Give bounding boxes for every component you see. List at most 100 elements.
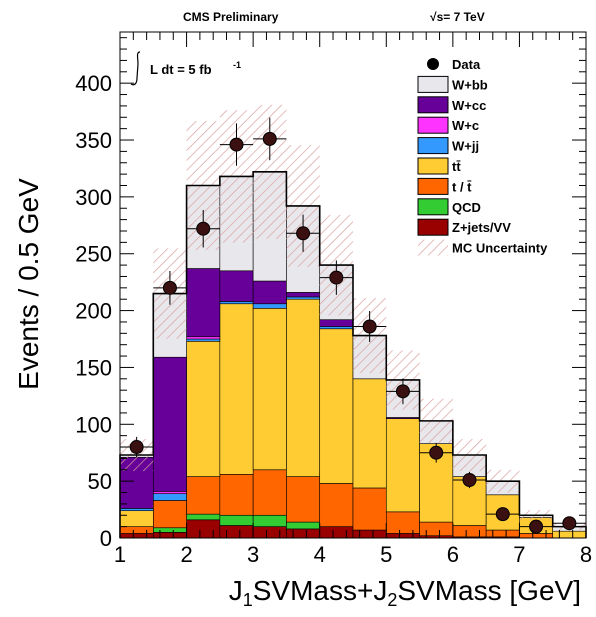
legend-entry-4: W+jj [417, 137, 479, 155]
data-point-3 [219, 123, 254, 166]
x-axis-title-sub-1: 1 [243, 590, 253, 610]
bar-2-2 [186, 476, 221, 515]
x-tick-label-5: 6 [447, 542, 459, 567]
bar-3-3 [219, 303, 254, 475]
data-point-10 [452, 471, 487, 489]
bar-0-8 [385, 533, 420, 539]
data-point-12 [519, 519, 553, 534]
header-sqrt-s: √s [430, 10, 444, 24]
bar-6-1 [152, 356, 187, 492]
bar-3-8 [385, 418, 420, 513]
lumi-superscript: -1 [233, 60, 241, 70]
bar-1-3 [219, 514, 254, 526]
legend-label-1: W+bb [452, 77, 488, 92]
x-tick-label-1: 2 [180, 542, 192, 567]
x-tick-label-3: 4 [314, 542, 326, 567]
bar-2-9 [419, 521, 454, 537]
bar-4-5 [286, 296, 321, 300]
bar-0-1 [152, 532, 187, 539]
integral-sign [130, 51, 141, 86]
x-tick-label-0: 1 [114, 542, 126, 567]
bar-4-6 [319, 326, 354, 330]
lumi-label: L dt = 5 fb -1 [130, 51, 241, 86]
bar-2-11 [485, 529, 520, 538]
bar-2-5 [286, 476, 321, 523]
x-axis-title-part-3: SVMass [GeV] [397, 575, 581, 606]
bar-2-3 [219, 474, 254, 516]
lumi-text: L dt = 5 fb [150, 62, 212, 77]
bar-3-5 [286, 298, 321, 477]
bar-4-2 [186, 338, 221, 342]
data-point-13 [552, 516, 586, 531]
bar-4-1 [152, 493, 187, 501]
bar-2-8 [385, 511, 420, 534]
bar-2-6 [319, 483, 354, 527]
header-energy-value: = 7 TeV [443, 10, 484, 24]
bar-0-0 [119, 533, 154, 539]
bar-2-12 [519, 533, 554, 539]
bar-2-7 [352, 487, 387, 531]
y-tick-label-8: 400 [75, 71, 112, 96]
data-points [120, 117, 586, 534]
legend-label-9: MC Uncertainty [452, 241, 548, 256]
legend-swatch-2 [417, 96, 449, 114]
data-point-4 [253, 117, 287, 161]
legend-entry-5: tt̄ [417, 157, 461, 175]
bar-4-0 [119, 508, 154, 512]
data-point-2 [186, 209, 220, 248]
legend-label-4: W+jj [452, 139, 479, 154]
bar-1-5 [286, 521, 321, 530]
bar-3-7 [352, 378, 387, 489]
legend-entry-6: t / t̄ [417, 177, 472, 195]
y-axis-title: Events / 0.5 GeV [13, 178, 44, 390]
stack-total-line [119, 171, 587, 538]
bar-6-2 [186, 268, 221, 338]
legend-swatch-7 [417, 198, 449, 216]
legend-label-5: tt̄ [452, 159, 461, 174]
legend-swatch-6 [417, 177, 449, 195]
bar-5-2 [186, 336, 221, 340]
bar-2-1 [152, 500, 187, 529]
bar-2-0 [119, 526, 154, 534]
header-cms-preliminary: CMS Preliminary [183, 10, 279, 24]
legend-marker-data [427, 58, 439, 70]
legend-label-7: QCD [452, 200, 481, 215]
bar-3-6 [319, 328, 354, 484]
legend-entry-1: W+bb [417, 75, 488, 93]
bar-0-2 [186, 519, 221, 539]
legend-label-6: t / t̄ [452, 179, 472, 194]
legend-entry-3: W+c [417, 116, 479, 134]
bar-4-3 [219, 301, 254, 305]
data-point-8 [386, 378, 420, 405]
data-point-11 [486, 507, 520, 522]
legend-label-0: Data [452, 57, 481, 72]
bar-6-4 [252, 280, 287, 305]
bar-4-4 [252, 303, 287, 309]
bar-3-4 [252, 308, 287, 471]
legend-swatch-4 [417, 137, 449, 155]
x-tick-label-4: 5 [380, 542, 392, 567]
x-axis-title: J1SVMass+J2SVMass [GeV] [229, 575, 581, 610]
legend-entry-9: MC Uncertainty [418, 239, 548, 256]
bar-6-3 [219, 270, 254, 302]
x-axis-title-part-1: J [229, 575, 243, 606]
bar-2-4 [252, 469, 287, 516]
data-point-1 [153, 270, 187, 305]
y-tick-label-4: 200 [75, 299, 112, 324]
bar-5-1 [152, 491, 187, 494]
legend-entry-2: W+cc [417, 96, 486, 114]
x-axis-title-part-2: SVMass+J [253, 575, 388, 606]
legend: Data W+bb W+cc W+c W+jj tt̄ t / t̄ QCD Z+jets/VV… [417, 57, 548, 256]
bar-3-2 [186, 340, 221, 477]
legend-swatch-1 [417, 75, 449, 93]
y-tick-label-7: 350 [75, 128, 112, 153]
y-tick-label-5: 250 [75, 242, 112, 267]
y-tick-label-3: 150 [75, 355, 112, 380]
legend-entry-8: Z+jets/VV [417, 218, 511, 236]
legend-entry-7: QCD [417, 198, 481, 216]
x-tick-label-6: 7 [513, 542, 525, 567]
y-tick-label-1: 50 [88, 469, 112, 494]
x-axis-title-sub-2: 2 [387, 590, 397, 610]
y-tick-label-0: 0 [100, 526, 112, 551]
